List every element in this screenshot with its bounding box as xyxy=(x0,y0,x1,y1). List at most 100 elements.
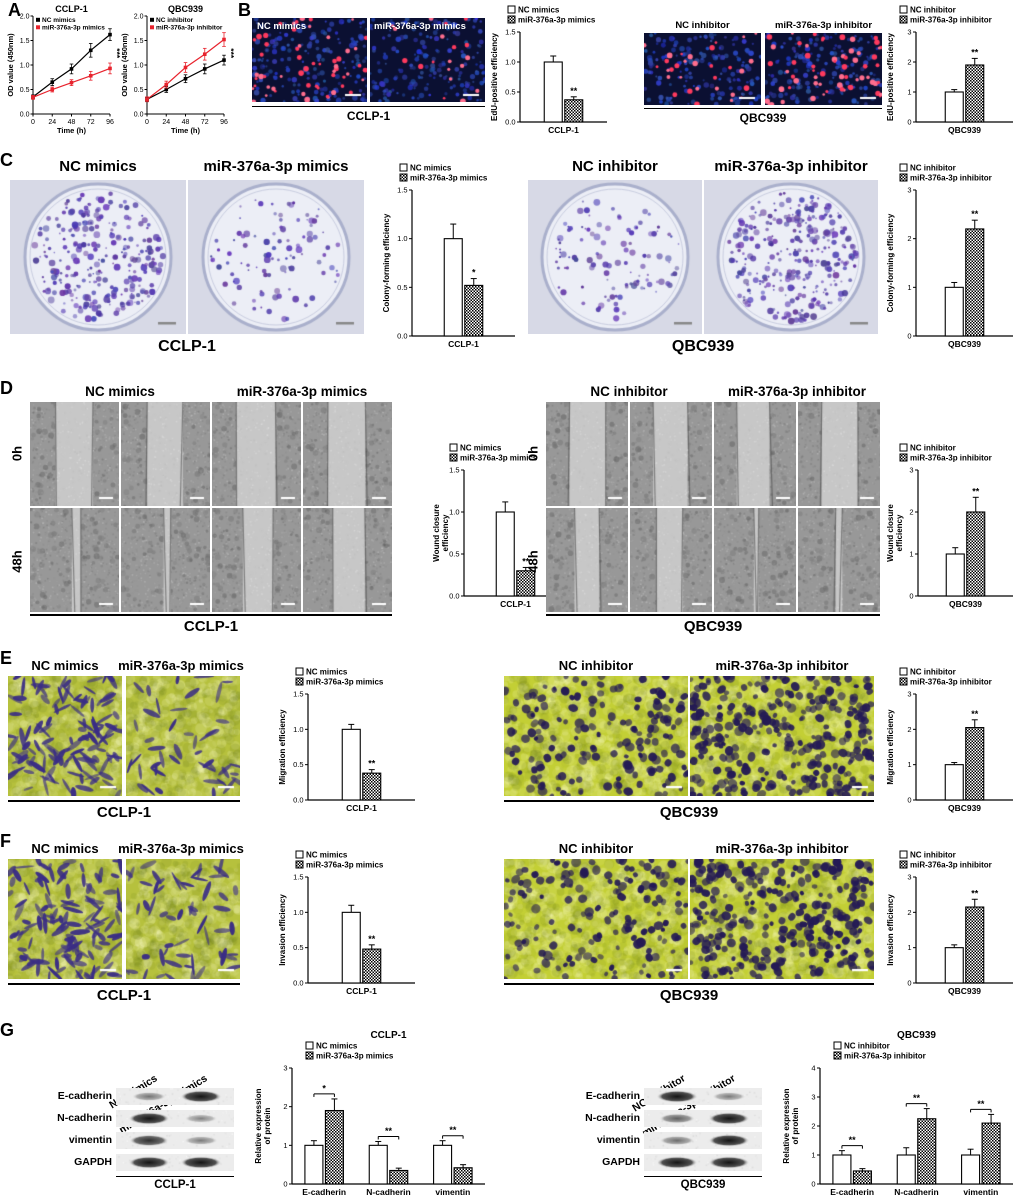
svg-text:**: ** xyxy=(849,1135,857,1145)
panel-label-g: G xyxy=(0,1020,15,1040)
svg-text:72: 72 xyxy=(87,119,95,126)
svg-text:NC mimics: NC mimics xyxy=(460,444,502,453)
svg-text:miR-376a-3p inhibitor: miR-376a-3p inhibitor xyxy=(910,454,992,463)
western-blot-cclp1: miR-376a-3p mimics NC mimics E-cadherin … xyxy=(36,1028,248,1202)
panel-label-d: D xyxy=(0,378,13,398)
panel-label-c: C xyxy=(0,150,13,170)
wound-header-mir-mimics: miR-376a-3p mimics xyxy=(236,384,368,399)
invasion-header-nc-mimics: NC mimics xyxy=(31,841,99,856)
svg-text:0: 0 xyxy=(907,118,911,127)
blot-row: N-cadherin xyxy=(556,1110,780,1130)
wound-image-grid-cclp1 xyxy=(30,402,392,612)
svg-text:miR-376a-3p inhibitor: miR-376a-3p inhibitor xyxy=(910,678,992,687)
svg-text:0.5: 0.5 xyxy=(397,283,407,292)
migration-header-mir-mimics: miR-376a-3p mimics xyxy=(118,658,244,673)
svg-text:miR-376a-3p inhibitor: miR-376a-3p inhibitor xyxy=(910,174,992,183)
blot-row: E-cadherin xyxy=(36,1088,248,1108)
svg-text:**: ** xyxy=(368,934,376,944)
svg-text:Migration efficiency: Migration efficiency xyxy=(278,709,287,785)
svg-text:**: ** xyxy=(972,486,980,496)
svg-text:***: *** xyxy=(112,48,122,59)
svg-text:1.0: 1.0 xyxy=(397,234,407,243)
svg-text:**: ** xyxy=(971,209,979,219)
svg-text:1: 1 xyxy=(909,550,913,559)
svg-text:2: 2 xyxy=(283,1102,287,1111)
svg-text:CCLP-1: CCLP-1 xyxy=(548,125,579,135)
panel-label-f: F xyxy=(0,831,11,851)
svg-text:0: 0 xyxy=(283,1180,287,1189)
invasion-image-mir-mimics xyxy=(126,859,240,979)
cell-line-caption-qbc939: QBC939 xyxy=(504,983,874,1004)
svg-text:Colony-forming efficiency: Colony-forming efficiency xyxy=(382,213,391,312)
svg-text:Relative expression: Relative expression xyxy=(782,1088,791,1163)
wound-image-tile xyxy=(546,508,628,612)
blot-band-image xyxy=(644,1154,762,1171)
svg-text:0.0: 0.0 xyxy=(293,796,303,805)
svg-text:**: ** xyxy=(971,709,979,719)
blot-band-image xyxy=(644,1088,762,1105)
svg-text:2: 2 xyxy=(909,508,913,517)
svg-text:NC inhibitor: NC inhibitor xyxy=(910,444,956,453)
svg-text:3: 3 xyxy=(909,466,913,475)
blot-row: vimentin xyxy=(556,1132,780,1152)
svg-text:48: 48 xyxy=(68,119,76,126)
protein-label: E-cadherin xyxy=(585,1090,640,1102)
svg-text:1.5: 1.5 xyxy=(20,38,30,45)
svg-text:2: 2 xyxy=(811,1122,815,1131)
svg-text:Colony-forming efficiency: Colony-forming efficiency xyxy=(886,213,895,312)
edu-image-nc-inhibitor xyxy=(644,33,761,105)
wound-image-grid-qbc939 xyxy=(546,402,880,612)
cell-line-caption-cclp1: CCLP-1 xyxy=(30,614,392,635)
migration-header-mir-inhibitor: miR-376a-3p inhibitor xyxy=(715,658,849,673)
svg-text:N-cadherin: N-cadherin xyxy=(366,1187,410,1197)
colony-header-mir-inhibitor: miR-376a-3p inhibitor xyxy=(714,158,868,175)
svg-text:QBC939: QBC939 xyxy=(948,803,981,813)
svg-text:of protein: of protein xyxy=(791,1107,800,1144)
svg-text:OD value (450nm): OD value (450nm) xyxy=(120,33,129,97)
svg-text:miR-376a-3p mimics: miR-376a-3p mimics xyxy=(306,678,384,687)
cell-line-caption-cclp1: CCLP-1 xyxy=(158,338,216,355)
blot-lane-labels: miR-376a-3p inhibitor NC inhibitor xyxy=(630,1072,737,1139)
svg-text:1.0: 1.0 xyxy=(134,63,144,70)
svg-text:***: *** xyxy=(226,48,236,59)
svg-text:CCLP-1: CCLP-1 xyxy=(370,1030,407,1041)
svg-text:1.5: 1.5 xyxy=(134,38,144,45)
svg-text:1: 1 xyxy=(907,943,911,952)
blot-row: N-cadherin xyxy=(36,1110,248,1130)
wound-image-tile xyxy=(546,402,628,506)
wound-image-tile xyxy=(121,508,210,612)
svg-text:**: ** xyxy=(368,759,376,769)
svg-text:2: 2 xyxy=(907,908,911,917)
protein-label: GAPDH xyxy=(74,1156,112,1168)
svg-text:3: 3 xyxy=(907,186,911,195)
edu-image-label-mir-inhibitor: miR-376a-3p inhibitor xyxy=(774,20,873,31)
cell-line-caption-cclp1: CCLP-1 xyxy=(8,800,240,821)
svg-text:NC mimics: NC mimics xyxy=(518,6,560,15)
invasion-header-nc-inhibitor: NC inhibitor xyxy=(558,841,634,856)
svg-text:**: ** xyxy=(971,888,979,898)
svg-text:NC inhibitor: NC inhibitor xyxy=(844,1042,890,1051)
wound-row-label-48h: 48h xyxy=(9,550,25,573)
svg-text:efficiency: efficiency xyxy=(895,514,904,551)
svg-text:24: 24 xyxy=(162,119,170,126)
cell-line-caption-qbc939: QBC939 xyxy=(546,614,880,635)
svg-text:QBC939: QBC939 xyxy=(948,986,981,996)
protein-label: vimentin xyxy=(596,1134,640,1146)
svg-text:1.0: 1.0 xyxy=(505,58,515,67)
svg-text:0.0: 0.0 xyxy=(505,118,515,127)
svg-text:**: ** xyxy=(570,86,578,96)
svg-text:miR-376a-3p mimics: miR-376a-3p mimics xyxy=(316,1052,394,1061)
migration-image-nc-mimics xyxy=(8,676,122,796)
svg-text:0.0: 0.0 xyxy=(449,592,459,601)
svg-text:0: 0 xyxy=(145,119,149,126)
blot-band-image xyxy=(644,1110,762,1127)
